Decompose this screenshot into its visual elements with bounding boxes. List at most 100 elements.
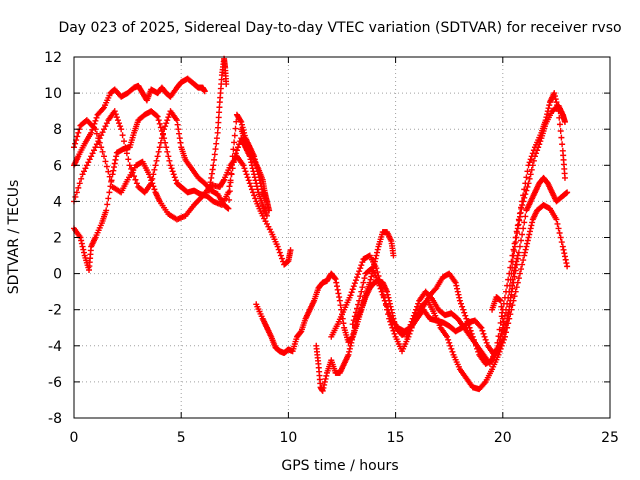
data-point: [480, 330, 487, 337]
x-tick-label: 25: [601, 430, 619, 446]
data-point: [514, 255, 521, 262]
data-point: [113, 114, 120, 121]
data-point: [85, 159, 92, 166]
data-point: [92, 117, 99, 124]
data-point: [561, 253, 568, 260]
data-point: [105, 168, 112, 175]
data-point: [157, 139, 164, 146]
data-point: [384, 303, 391, 310]
data-point: [228, 170, 235, 177]
data-point: [379, 291, 386, 298]
data-point: [512, 261, 519, 268]
data-point: [498, 303, 505, 310]
data-point: [350, 330, 357, 337]
data-point: [155, 117, 162, 124]
data-point: [357, 293, 364, 300]
axis-ticks: 0 5 10 15 20 25 -8 -6 -4 -2 0 2 4 6 8 10 12: [44, 50, 619, 446]
data-point: [555, 108, 562, 115]
data-point: [518, 237, 525, 244]
data-point: [73, 189, 80, 196]
data-point: [415, 300, 422, 307]
data-point: [551, 93, 558, 100]
data-point: [79, 171, 86, 178]
data-point: [411, 309, 418, 316]
data-point: [211, 151, 218, 158]
data-point: [348, 339, 355, 346]
x-tick-label: 0: [70, 430, 79, 446]
data-point: [336, 294, 343, 301]
data-point: [404, 330, 411, 337]
data-point: [526, 159, 533, 166]
data-point: [287, 247, 294, 254]
data-point: [505, 311, 512, 318]
data-point: [163, 144, 170, 151]
data-point: [158, 135, 165, 142]
data-point: [150, 171, 157, 178]
data-point: [251, 192, 258, 199]
data-point: [448, 345, 455, 352]
data-point: [243, 171, 250, 178]
data-point: [274, 243, 281, 250]
data-point: [356, 268, 363, 275]
data-point: [560, 246, 567, 253]
data-point: [346, 348, 353, 355]
data-point: [481, 380, 488, 387]
data-point: [454, 285, 461, 292]
data-point: [478, 324, 485, 331]
data-point: [520, 257, 527, 264]
data-point: [277, 252, 284, 259]
data-point: [502, 329, 509, 336]
y-axis-label: SDTVAR / TECUs: [6, 180, 22, 295]
data-point: [345, 351, 352, 358]
data-point: [521, 249, 528, 256]
data-point: [119, 132, 126, 139]
x-tick-label: 10: [279, 430, 297, 446]
data-point: [240, 162, 247, 169]
data-point: [151, 186, 158, 193]
data-point: [228, 161, 235, 168]
data-point: [162, 123, 169, 130]
data-point: [506, 300, 513, 307]
data-point: [349, 336, 356, 343]
data-point: [454, 288, 461, 295]
data-point: [121, 138, 128, 145]
y-tick-label: -6: [48, 375, 62, 391]
data-point: [216, 109, 223, 116]
data-point: [515, 216, 522, 223]
data-point: [201, 88, 208, 95]
data-point: [263, 198, 270, 205]
data-point: [209, 166, 216, 173]
data-point: [78, 240, 85, 247]
data-point: [227, 179, 234, 186]
data-point: [331, 275, 338, 282]
data-point: [554, 102, 561, 109]
x-axis-label: GPS time / hours: [281, 458, 398, 474]
data-point: [246, 180, 253, 187]
data-point: [336, 297, 343, 304]
data-point: [444, 333, 451, 340]
data-point: [510, 279, 517, 286]
data-point: [508, 258, 515, 265]
data-point: [96, 135, 103, 142]
data-point: [494, 339, 501, 346]
data-point: [381, 297, 388, 304]
data-point: [407, 321, 414, 328]
data-point: [391, 330, 398, 337]
data-point: [108, 177, 115, 184]
data-point: [91, 120, 98, 127]
data-point: [232, 150, 239, 157]
data-point: [215, 114, 222, 121]
data-point: [461, 309, 468, 316]
data-point: [321, 381, 328, 388]
data-point: [333, 283, 340, 290]
data-point: [375, 279, 382, 286]
data-point: [297, 329, 304, 336]
y-tick-label: 10: [44, 86, 62, 102]
data-point: [500, 300, 507, 307]
data-point: [529, 219, 536, 226]
data-point: [114, 117, 121, 124]
data-point: [360, 279, 367, 286]
data-point: [154, 113, 161, 120]
data-point: [556, 121, 563, 128]
y-tick-label: 8: [53, 122, 62, 138]
